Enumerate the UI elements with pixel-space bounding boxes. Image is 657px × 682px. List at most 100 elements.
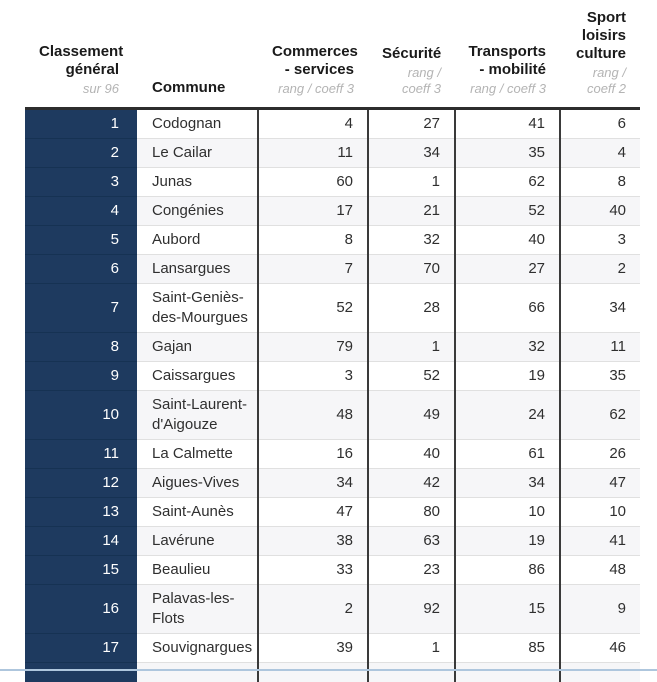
rank-cell: 2: [25, 137, 137, 167]
rank-cell: 9: [25, 360, 137, 390]
securite-cell: [367, 661, 455, 682]
transports-cell: 32: [454, 331, 560, 361]
commune-cell: Saint-Laurent-d'Aigouze: [137, 389, 258, 439]
commerces-cell: 2: [257, 583, 368, 633]
commune-cell: Aigues-Vives: [137, 467, 258, 497]
commerces-cell: 39: [257, 632, 368, 662]
commerces-cell: 16: [257, 438, 368, 468]
commerces-cell: 17: [257, 195, 368, 225]
table-row: 9 Caissargues 3 52 19 35: [25, 360, 640, 390]
transports-cell: 35: [454, 137, 560, 167]
table-row-partial: [25, 661, 640, 682]
commune-ranking-table: Classement général sur 96 Commune Commer…: [25, 0, 640, 682]
table-row: 16 Palavas-les-Flots 2 92 15 9: [25, 583, 640, 633]
sport-cell: 34: [559, 282, 640, 332]
column-header-commune: Commune: [137, 0, 258, 108]
column-header-sublabel: rang / coeff 2: [586, 64, 626, 96]
table-row: 3 Junas 60 1 62 8: [25, 166, 640, 196]
commerces-cell: 7: [257, 253, 368, 283]
column-header-label: Commune: [152, 78, 226, 96]
column-header-sublabel: rang / coeff 3: [278, 80, 354, 96]
commune-cell: Beaulieu: [137, 554, 258, 584]
securite-cell: 27: [367, 108, 455, 138]
table-row: 5 Aubord 8 32 40 3: [25, 224, 640, 254]
commune-cell: Saint-Aunès: [137, 496, 258, 526]
sport-cell: 8: [559, 166, 640, 196]
commerces-cell: [257, 661, 368, 682]
commune-cell: Junas: [137, 166, 258, 196]
transports-cell: [454, 661, 560, 682]
sport-cell: 35: [559, 360, 640, 390]
securite-cell: 80: [367, 496, 455, 526]
column-header-sublabel: sur 96: [82, 80, 119, 96]
commune-cell: Gajan: [137, 331, 258, 361]
sport-cell: 2: [559, 253, 640, 283]
sport-cell: 11: [559, 331, 640, 361]
securite-cell: 28: [367, 282, 455, 332]
column-header-sport-loisirs-culture: Sport loisirs culture rang / coeff 2: [560, 0, 640, 108]
table-row: 10 Saint-Laurent-d'Aigouze 48 49 24 62: [25, 389, 640, 439]
commune-cell: Souvignargues: [137, 632, 258, 662]
rank-cell: 13: [25, 496, 137, 526]
rank-cell: 15: [25, 554, 137, 584]
rank-cell: 12: [25, 467, 137, 497]
securite-cell: 49: [367, 389, 455, 439]
securite-cell: 63: [367, 525, 455, 555]
sport-cell: 40: [559, 195, 640, 225]
sport-cell: 6: [559, 108, 640, 138]
commune-cell: Lansargues: [137, 253, 258, 283]
commerces-cell: 34: [257, 467, 368, 497]
rank-cell: 1: [25, 108, 137, 138]
commerces-cell: 48: [257, 389, 368, 439]
rank-cell: 5: [25, 224, 137, 254]
commerces-cell: 79: [257, 331, 368, 361]
table-row: 13 Saint-Aunès 47 80 10 10: [25, 496, 640, 526]
table-row: 2 Le Cailar 11 34 35 4: [25, 137, 640, 167]
securite-cell: 34: [367, 137, 455, 167]
transports-cell: 66: [454, 282, 560, 332]
column-header-securite: Sécurité rang / coeff 3: [368, 0, 455, 108]
commerces-cell: 52: [257, 282, 368, 332]
table-row: 6 Lansargues 7 70 27 2: [25, 253, 640, 283]
commerces-cell: 4: [257, 108, 368, 138]
column-header-sublabel: rang / coeff 3: [401, 64, 441, 96]
commerces-cell: 33: [257, 554, 368, 584]
transports-cell: 34: [454, 467, 560, 497]
transports-cell: 10: [454, 496, 560, 526]
table-row: 15 Beaulieu 33 23 86 48: [25, 554, 640, 584]
column-header-label: Classement général: [39, 42, 124, 78]
rank-cell: 11: [25, 438, 137, 468]
column-header-label: Commerces - services: [272, 42, 358, 78]
table-row: 17 Souvignargues 39 1 85 46: [25, 632, 640, 662]
transports-cell: 40: [454, 224, 560, 254]
securite-cell: 1: [367, 632, 455, 662]
bottom-scroll-line: [0, 669, 657, 671]
commerces-cell: 11: [257, 137, 368, 167]
securite-cell: 1: [367, 166, 455, 196]
sport-cell: 46: [559, 632, 640, 662]
transports-cell: 19: [454, 525, 560, 555]
column-header-transports-mobilite: Transports - mobilité rang / coeff 3: [455, 0, 560, 108]
securite-cell: 42: [367, 467, 455, 497]
transports-cell: 61: [454, 438, 560, 468]
table-row: 7 Saint-Geniès-des-Mourgues 52 28 66 34: [25, 282, 640, 332]
transports-cell: 27: [454, 253, 560, 283]
rank-cell: 7: [25, 282, 137, 332]
transports-cell: 85: [454, 632, 560, 662]
securite-cell: 40: [367, 438, 455, 468]
securite-cell: 32: [367, 224, 455, 254]
column-header-commerces-services: Commerces - services rang / coeff 3: [258, 0, 368, 108]
rank-cell: [25, 661, 137, 682]
table-row: 11 La Calmette 16 40 61 26: [25, 438, 640, 468]
commerces-cell: 8: [257, 224, 368, 254]
commune-cell: Saint-Geniès-des-Mourgues: [137, 282, 258, 332]
securite-cell: 70: [367, 253, 455, 283]
transports-cell: 52: [454, 195, 560, 225]
commune-cell: [137, 661, 258, 682]
rank-cell: 16: [25, 583, 137, 633]
column-header-label: Sécurité: [382, 44, 442, 62]
commerces-cell: 60: [257, 166, 368, 196]
sport-cell: 48: [559, 554, 640, 584]
commune-cell: Congénies: [137, 195, 258, 225]
table-row: 14 Lavérune 38 63 19 41: [25, 525, 640, 555]
